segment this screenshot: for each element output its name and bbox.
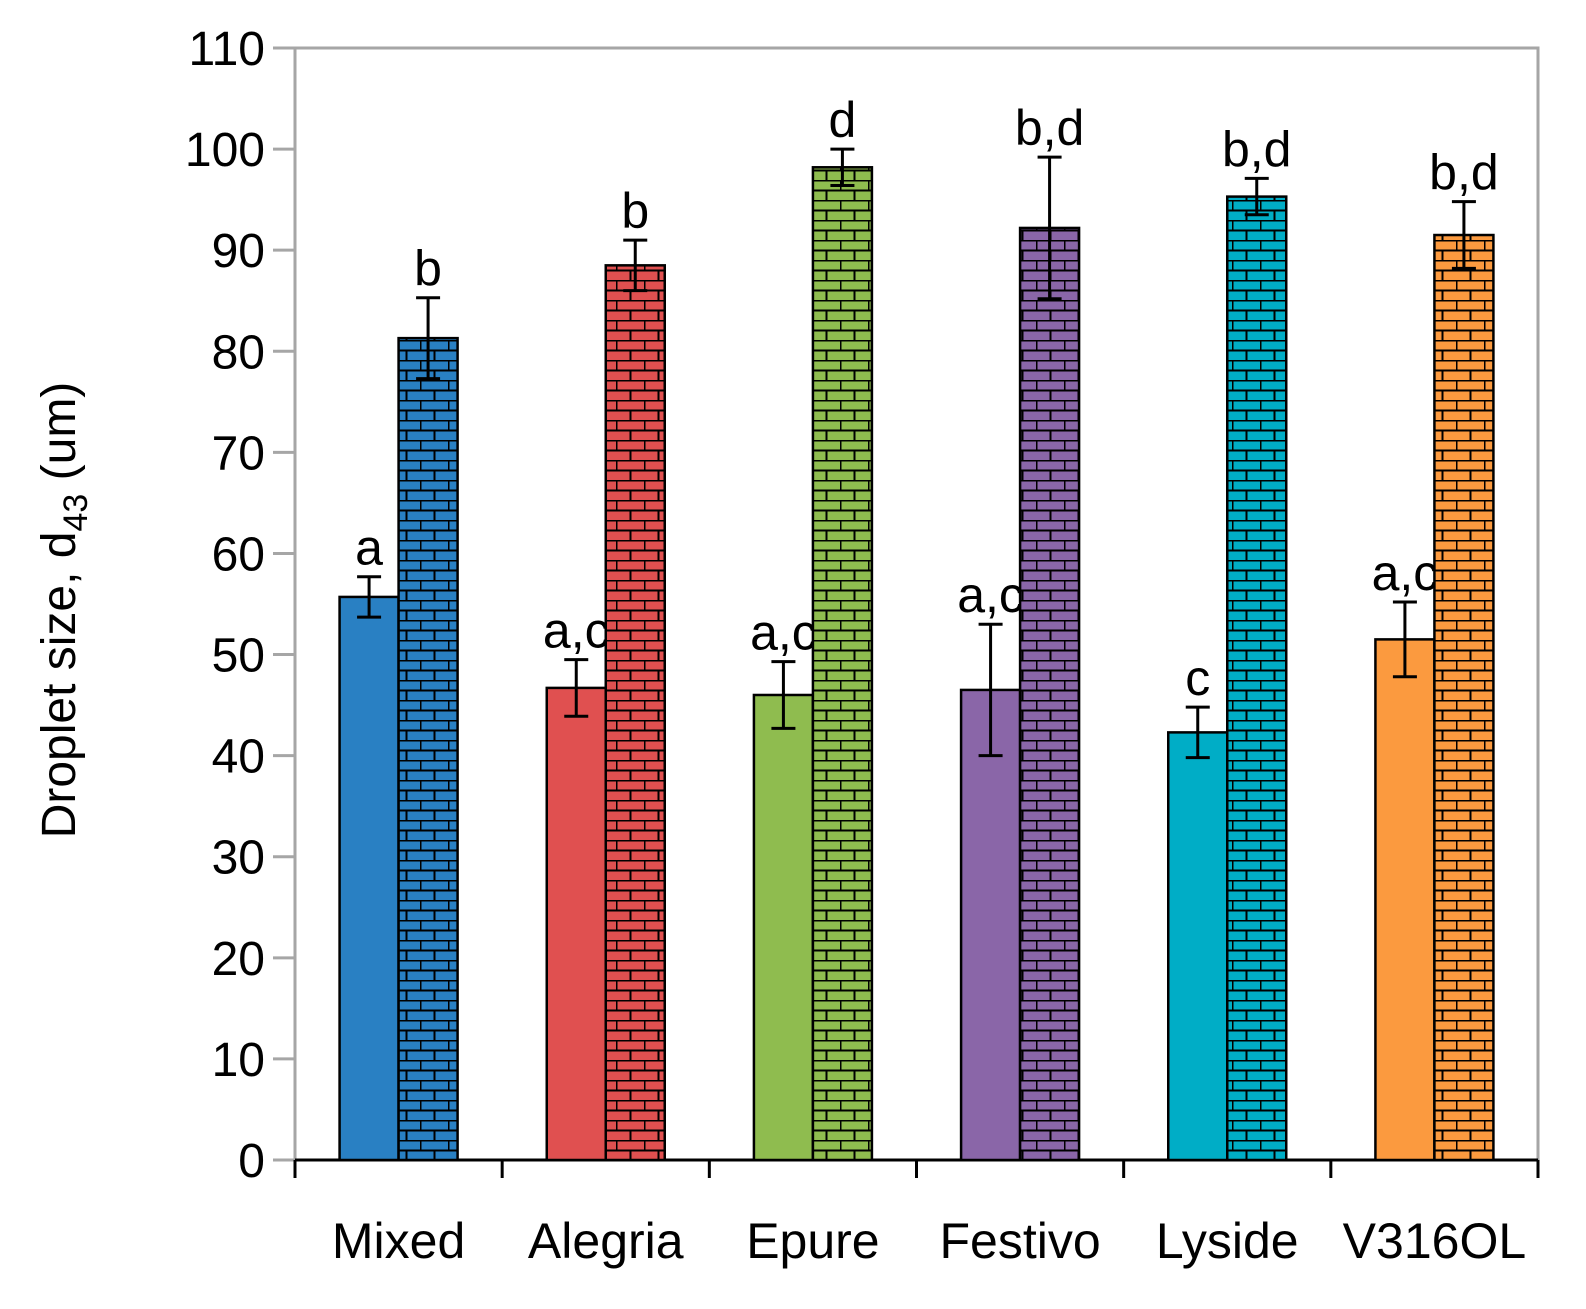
category-label-alegria: Alegria xyxy=(528,1213,684,1269)
bar-brick-v316ol xyxy=(1433,233,1495,1162)
significance-label: b xyxy=(621,183,649,239)
category-label-epure: Epure xyxy=(746,1213,879,1269)
significance-label: b,d xyxy=(1429,145,1499,201)
bar-solid-mixed xyxy=(338,595,400,1162)
y-tick-label: 0 xyxy=(238,1135,265,1188)
bar-solid-v316ol xyxy=(1374,638,1436,1162)
bar-solid-festivo xyxy=(959,688,1022,1162)
bar-brick-epure xyxy=(811,166,874,1162)
significance-label: d xyxy=(829,92,857,148)
significance-label: a,c xyxy=(543,603,610,659)
significance-label: b,d xyxy=(1222,121,1292,177)
y-tick-label: 10 xyxy=(212,1034,265,1087)
y-tick-label: 60 xyxy=(212,528,265,581)
y-tick-label: 90 xyxy=(212,225,265,278)
significance-label: a,c xyxy=(957,567,1024,623)
bar-brick-lyside xyxy=(1226,195,1288,1162)
y-axis-title: Droplet size, d43 (um) xyxy=(33,382,95,839)
significance-label: a,c xyxy=(750,605,817,661)
category-label-v316ol: V316OL xyxy=(1343,1213,1526,1269)
y-tick-label: 80 xyxy=(212,326,265,379)
significance-label: b,d xyxy=(1015,100,1085,156)
significance-label: b xyxy=(414,241,442,297)
significance-label: a xyxy=(355,520,383,576)
bar-solid-epure xyxy=(752,693,815,1162)
bar-brick-festivo xyxy=(1018,226,1081,1162)
significance-label: a,c xyxy=(1372,545,1439,601)
y-tick-label: 40 xyxy=(212,731,265,784)
category-label-festivo: Festivo xyxy=(939,1213,1100,1269)
y-tick-label: 30 xyxy=(212,832,265,885)
y-tick-label: 70 xyxy=(212,427,265,480)
bar-brick-mixed xyxy=(397,336,459,1162)
significance-label: c xyxy=(1185,650,1210,706)
bar-solid-lyside xyxy=(1167,731,1229,1162)
category-label-lyside: Lyside xyxy=(1156,1213,1299,1269)
category-label-mixed: Mixed xyxy=(332,1213,465,1269)
bar-solid-alegria xyxy=(545,686,607,1162)
y-tick-label: 100 xyxy=(185,124,265,177)
y-tick-label: 110 xyxy=(188,23,265,76)
bar-brick-alegria xyxy=(604,264,666,1162)
y-tick-label: 20 xyxy=(212,933,265,986)
y-tick-label: 50 xyxy=(212,630,265,683)
